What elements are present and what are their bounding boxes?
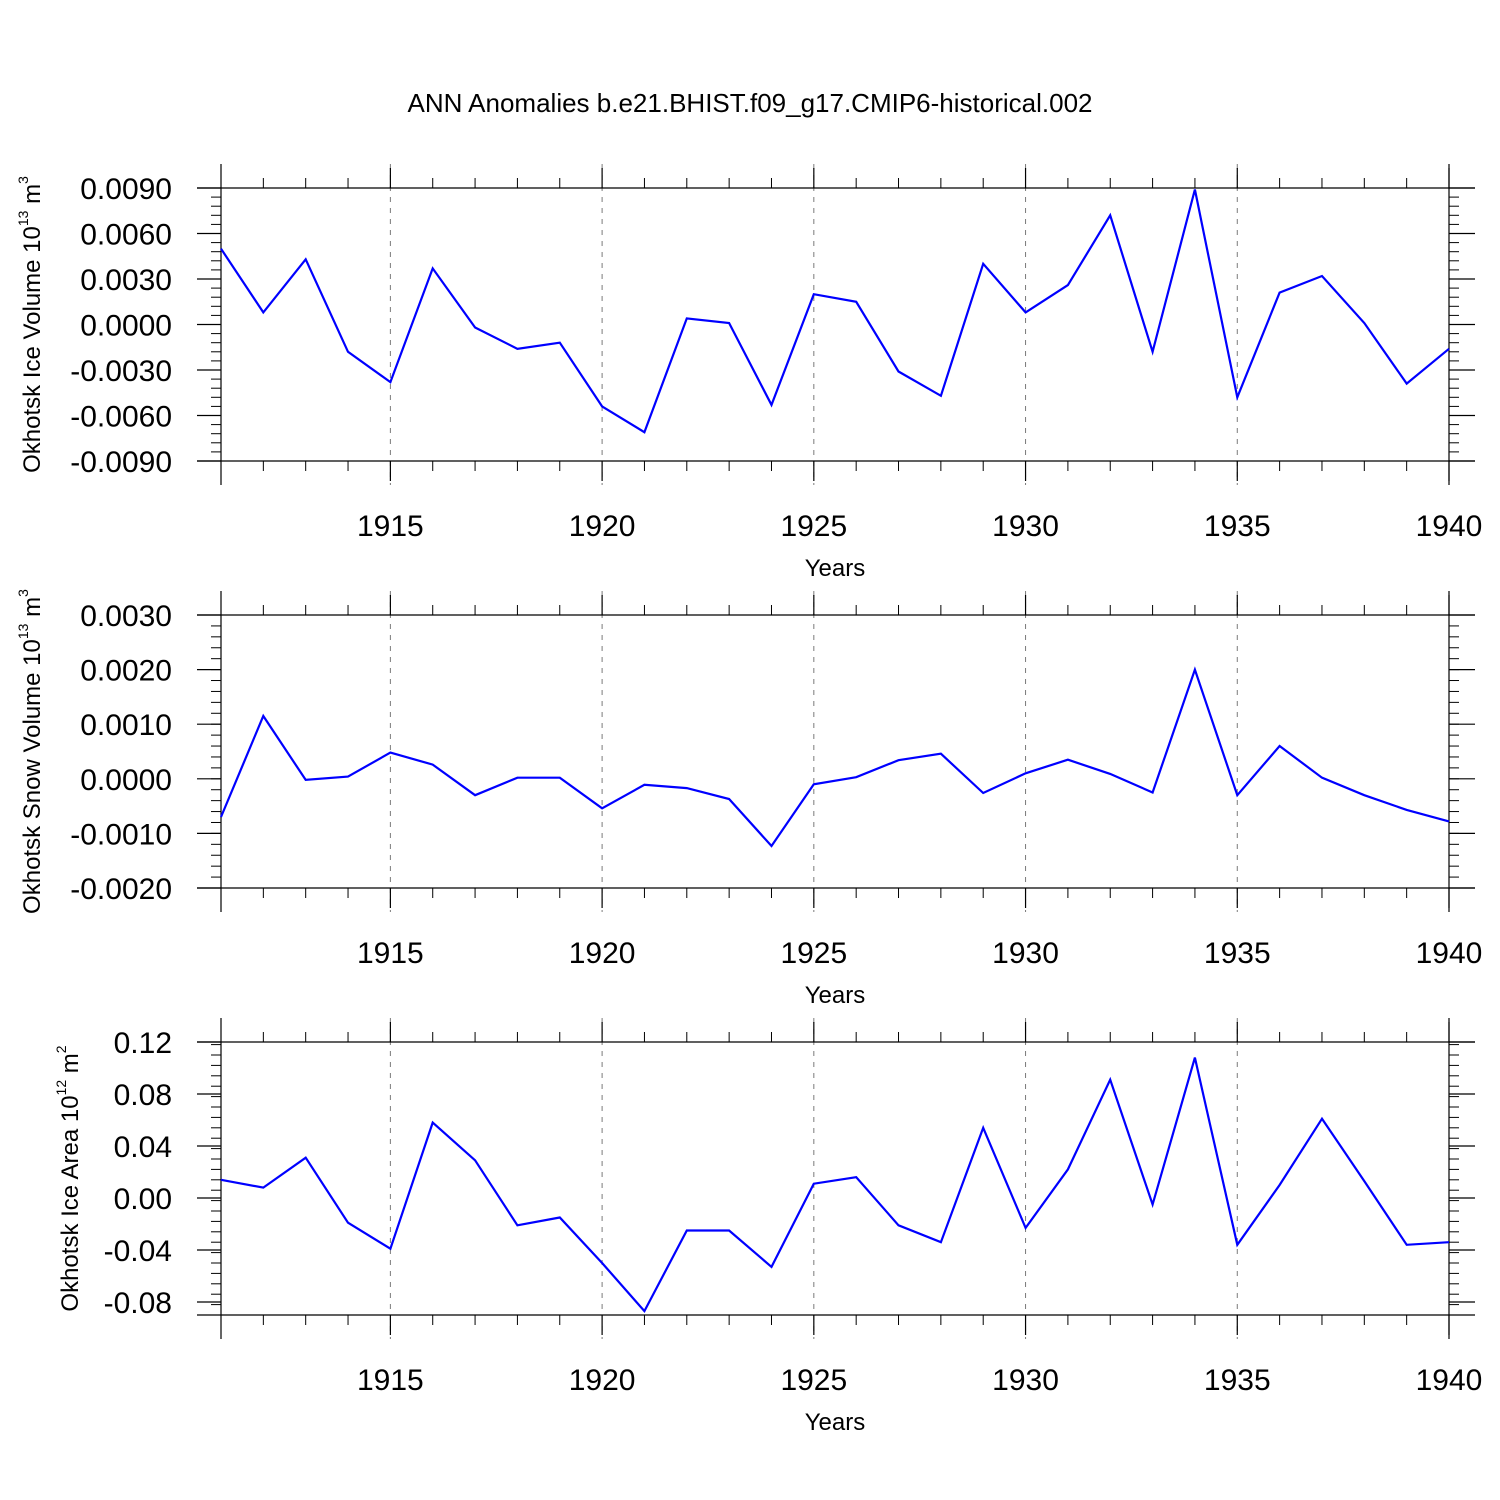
panel-2: 1915 1920 1925 1930 1935 1940 -0.0020 -0.0010 0.…	[15, 589, 1482, 1009]
y-tick-label: -0.0030	[70, 355, 172, 388]
x-tick-label: 1920	[569, 1364, 636, 1397]
y-axis-title: Okhotsk Ice Volume 1013 m3	[15, 176, 46, 473]
x-tick-label: 1925	[780, 510, 847, 543]
x-tick-label: 1925	[780, 1364, 847, 1397]
y-tick-label: 0.00	[114, 1183, 172, 1216]
series-line	[220, 1057, 1450, 1314]
x-tick-label: 1920	[569, 937, 636, 970]
y-tick-label: 0.0030	[80, 264, 172, 297]
y-tick-label: 0.08	[114, 1079, 172, 1112]
figure-title: ANN Anomalies b.e21.BHIST.f09_g17.CMIP6-…	[407, 88, 1092, 118]
x-tick-label: 1925	[780, 937, 847, 970]
panel-1: 1915 1920 1925 1930 1935 1940 -0.0090 -0.0060 -0…	[15, 164, 1482, 582]
y-tick-label: 0.0020	[80, 655, 172, 688]
x-tick-label: 1935	[1204, 1364, 1271, 1397]
x-tick-label: 1940	[1416, 1364, 1483, 1397]
x-tick-label: 1930	[992, 510, 1059, 543]
x-axis-title: Years	[805, 982, 866, 1009]
y-tick-label: -0.0090	[70, 446, 172, 479]
x-tick-label: 1930	[992, 937, 1059, 970]
y-tick-label: 0.0090	[80, 173, 172, 206]
x-tick-label: 1915	[357, 1364, 424, 1397]
y-tick-label: 0.04	[114, 1131, 172, 1164]
series-line	[219, 666, 1450, 848]
y-tick-label: -0.0010	[70, 818, 172, 851]
x-axis-title: Years	[805, 1409, 866, 1436]
y-tick-label: -0.08	[104, 1287, 172, 1320]
y-tick-label: 0.0030	[80, 600, 172, 633]
y-tick-label: 0.12	[114, 1027, 172, 1060]
y-axis-title: Okhotsk Snow Volume 1013 m3	[15, 589, 46, 914]
y-tick-label: -0.04	[104, 1235, 172, 1268]
x-tick-label: 1915	[357, 937, 424, 970]
y-axis-title: Okhotsk Ice Area 1012 m2	[53, 1045, 84, 1311]
y-tick-label: 0.0010	[80, 709, 172, 742]
y-tick-label: 0.0000	[80, 764, 172, 797]
x-tick-label: 1935	[1204, 510, 1271, 543]
y-tick-label: 0.0060	[80, 219, 172, 252]
x-tick-label: 1920	[569, 510, 636, 543]
panel-3: 1915 1920 1925 1930 1935 1940 -0.08 -0.04 0.00 0.…	[53, 1018, 1482, 1436]
y-tick-label: -0.0020	[70, 873, 172, 906]
x-tick-label: 1940	[1416, 510, 1483, 543]
x-axis-title: Years	[805, 555, 866, 582]
x-tick-label: 1915	[357, 510, 424, 543]
y-tick-label: -0.0060	[70, 401, 172, 434]
x-tick-label: 1930	[992, 1364, 1059, 1397]
x-tick-label: 1935	[1204, 937, 1271, 970]
series-line	[220, 189, 1450, 434]
x-tick-label: 1940	[1416, 937, 1483, 970]
y-tick-label: 0.0000	[80, 310, 172, 343]
